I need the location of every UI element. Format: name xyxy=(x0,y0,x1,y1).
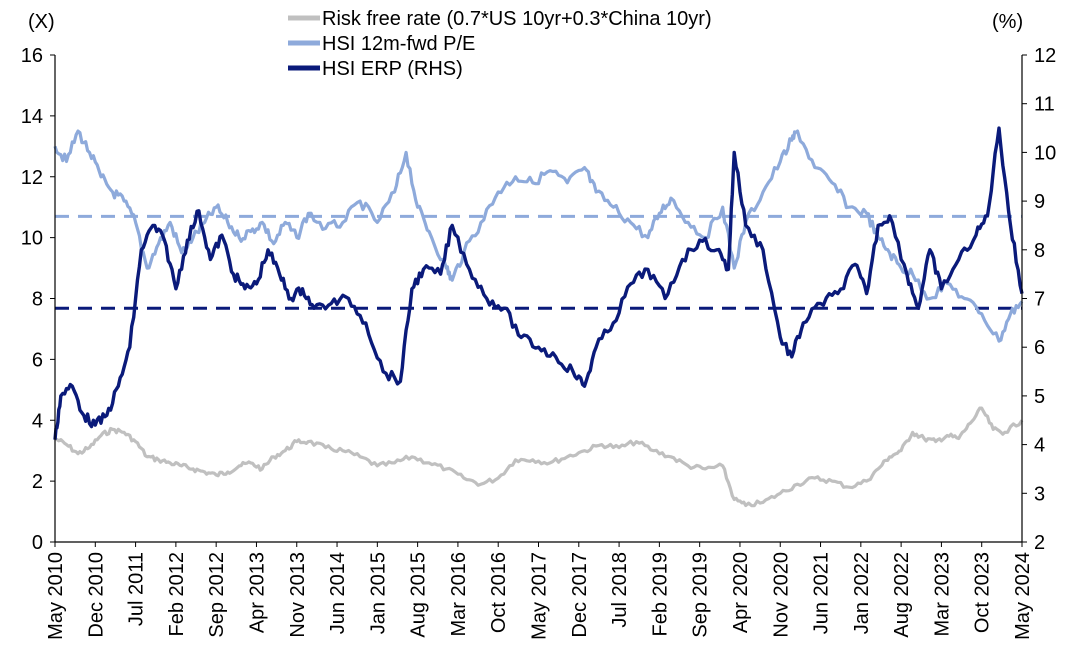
right-tick-label: 11 xyxy=(1034,94,1055,116)
x-tick-label: Sep 2019 xyxy=(690,552,712,638)
series-lines xyxy=(53,126,1024,508)
right-tick-label: 12 xyxy=(1034,45,1056,67)
x-tick-label: Nov 2013 xyxy=(287,552,309,638)
right-axis-unit: (%) xyxy=(992,11,1023,33)
left-tick-label: 16 xyxy=(21,45,43,67)
x-tick-label: Dec 2010 xyxy=(85,552,107,638)
left-axis-unit: (X) xyxy=(28,11,55,33)
x-tick-label: Feb 2019 xyxy=(649,552,671,637)
legend-label-pe: HSI 12m-fwd P/E xyxy=(322,33,475,55)
x-tick-label: Dec 2017 xyxy=(569,552,591,638)
left-tick-label: 12 xyxy=(21,167,43,189)
right-tick-label: 10 xyxy=(1034,142,1056,164)
x-tick-label: Mar 2023 xyxy=(931,552,953,637)
x-tick-label: Jul 2018 xyxy=(609,552,631,628)
series-line-erp xyxy=(53,126,1024,440)
x-tick-label: Aug 2015 xyxy=(408,552,430,638)
right-tick-label: 9 xyxy=(1034,191,1045,213)
left-tick-label: 10 xyxy=(21,228,43,250)
x-tick-label: Jun 2021 xyxy=(811,552,833,634)
x-tick-label: May 2010 xyxy=(45,552,67,640)
x-tick-label: Oct 2023 xyxy=(972,552,994,633)
right-tick-label: 3 xyxy=(1034,483,1045,505)
x-tick-label: Apr 2013 xyxy=(246,552,268,633)
left-tick-label: 6 xyxy=(32,349,43,371)
x-tick-label: Oct 2016 xyxy=(488,552,510,633)
right-tick-label: 5 xyxy=(1034,386,1045,408)
x-tick-label: Feb 2012 xyxy=(166,552,188,637)
right-tick-label: 6 xyxy=(1034,337,1045,359)
right-tick-label: 8 xyxy=(1034,240,1045,262)
left-tick-label: 8 xyxy=(32,289,43,311)
x-tick-label: Jul 2011 xyxy=(126,552,148,626)
left-tick-label: 0 xyxy=(32,532,43,554)
x-tick-label: May 2017 xyxy=(529,552,551,640)
x-tick-label: Jun 2014 xyxy=(327,552,349,634)
x-tick-label: Jan 2022 xyxy=(851,552,873,634)
x-tick-label: Apr 2020 xyxy=(730,552,752,633)
right-tick-label: 7 xyxy=(1034,289,1045,311)
x-tick-label: Mar 2016 xyxy=(448,552,470,637)
right-tick-label: 2 xyxy=(1034,532,1045,554)
axes: 0 2 4 6 8 10 12 14 16 2 3 4 5 6 7 8 9 10 11 12 May 2010 Dec 2… xyxy=(21,45,1057,640)
x-tick-label: Jan 2015 xyxy=(367,552,389,634)
legend: Risk free rate (0.7*US 10yr+0.3*China 10… xyxy=(288,8,712,80)
legend-label-erp: HSI ERP (RHS) xyxy=(322,58,463,80)
x-tick-label: May 2024 xyxy=(1012,552,1034,640)
x-tick-label: Aug 2022 xyxy=(891,552,913,638)
left-tick-label: 2 xyxy=(32,471,43,493)
left-tick-label: 4 xyxy=(32,410,43,432)
legend-label-rf: Risk free rate (0.7*US 10yr+0.3*China 10… xyxy=(322,8,712,30)
right-tick-label: 4 xyxy=(1034,435,1045,457)
x-tick-label: Nov 2020 xyxy=(770,552,792,638)
x-tick-label: Sep 2012 xyxy=(206,552,228,638)
left-tick-label: 14 xyxy=(21,106,43,128)
series-line-risk-free xyxy=(54,406,1024,508)
